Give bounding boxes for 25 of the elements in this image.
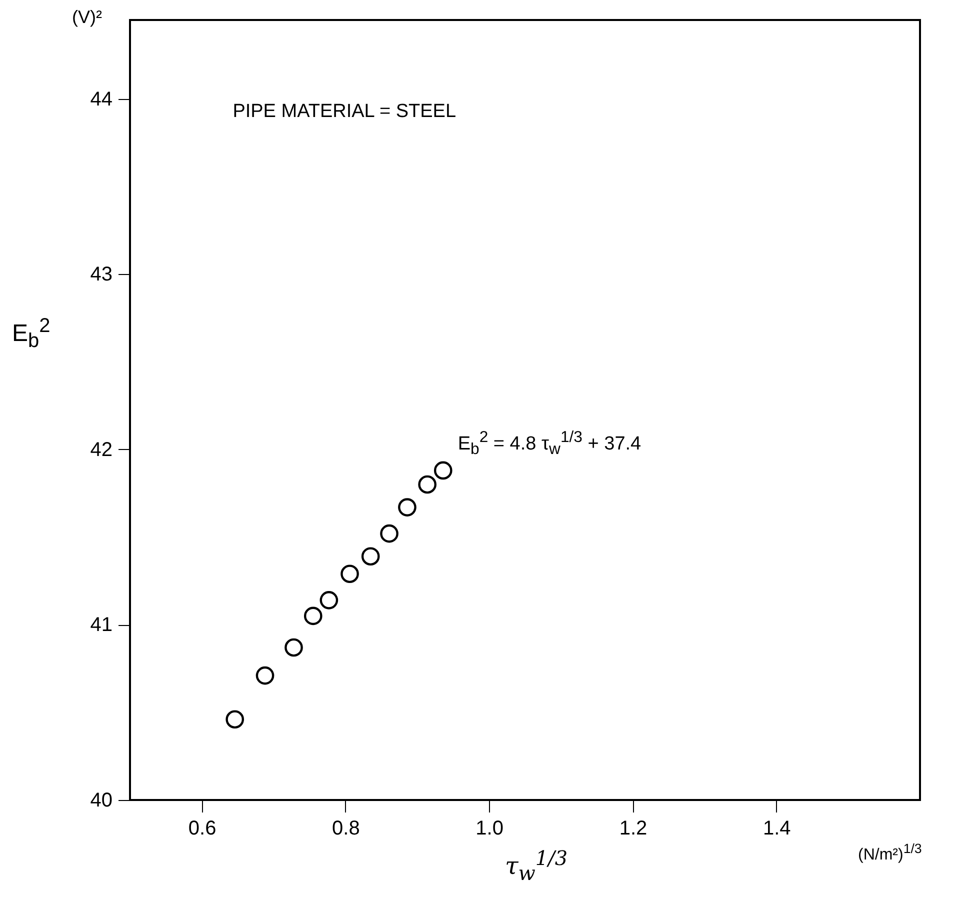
text: (V)² [72,7,102,27]
y-tick-label: 41 [90,614,112,636]
x-tick-label: 1.0 [476,818,504,840]
text: (N/m²)$^{1/3}$ [858,841,922,864]
point [418,475,436,494]
point [361,547,380,566]
y-tick-label: 42 [90,438,112,461]
x-tick-label: 1.4 [762,818,791,840]
y-tick-label: 44 [90,88,112,110]
point [398,498,416,516]
annotation: PIPE MATERIAL = STEEL [232,100,456,122]
point [226,710,244,729]
x-tick-label: 0.6 [188,818,216,840]
point [320,591,338,610]
point [256,666,274,685]
point [434,461,452,480]
annotation: E$_{b}$$^{2}$ = 4.8 τ$_{w}$$^{1/3}$ + 37.4 [458,428,642,458]
x-tick-label: 1.2 [619,818,648,840]
y-tick-label: 40 [90,790,112,812]
point [340,564,359,584]
point [380,524,398,543]
y-tick-label: 43 [90,264,112,286]
point [304,606,322,626]
point [284,638,303,657]
x-tick-label: 0.8 [332,818,360,840]
